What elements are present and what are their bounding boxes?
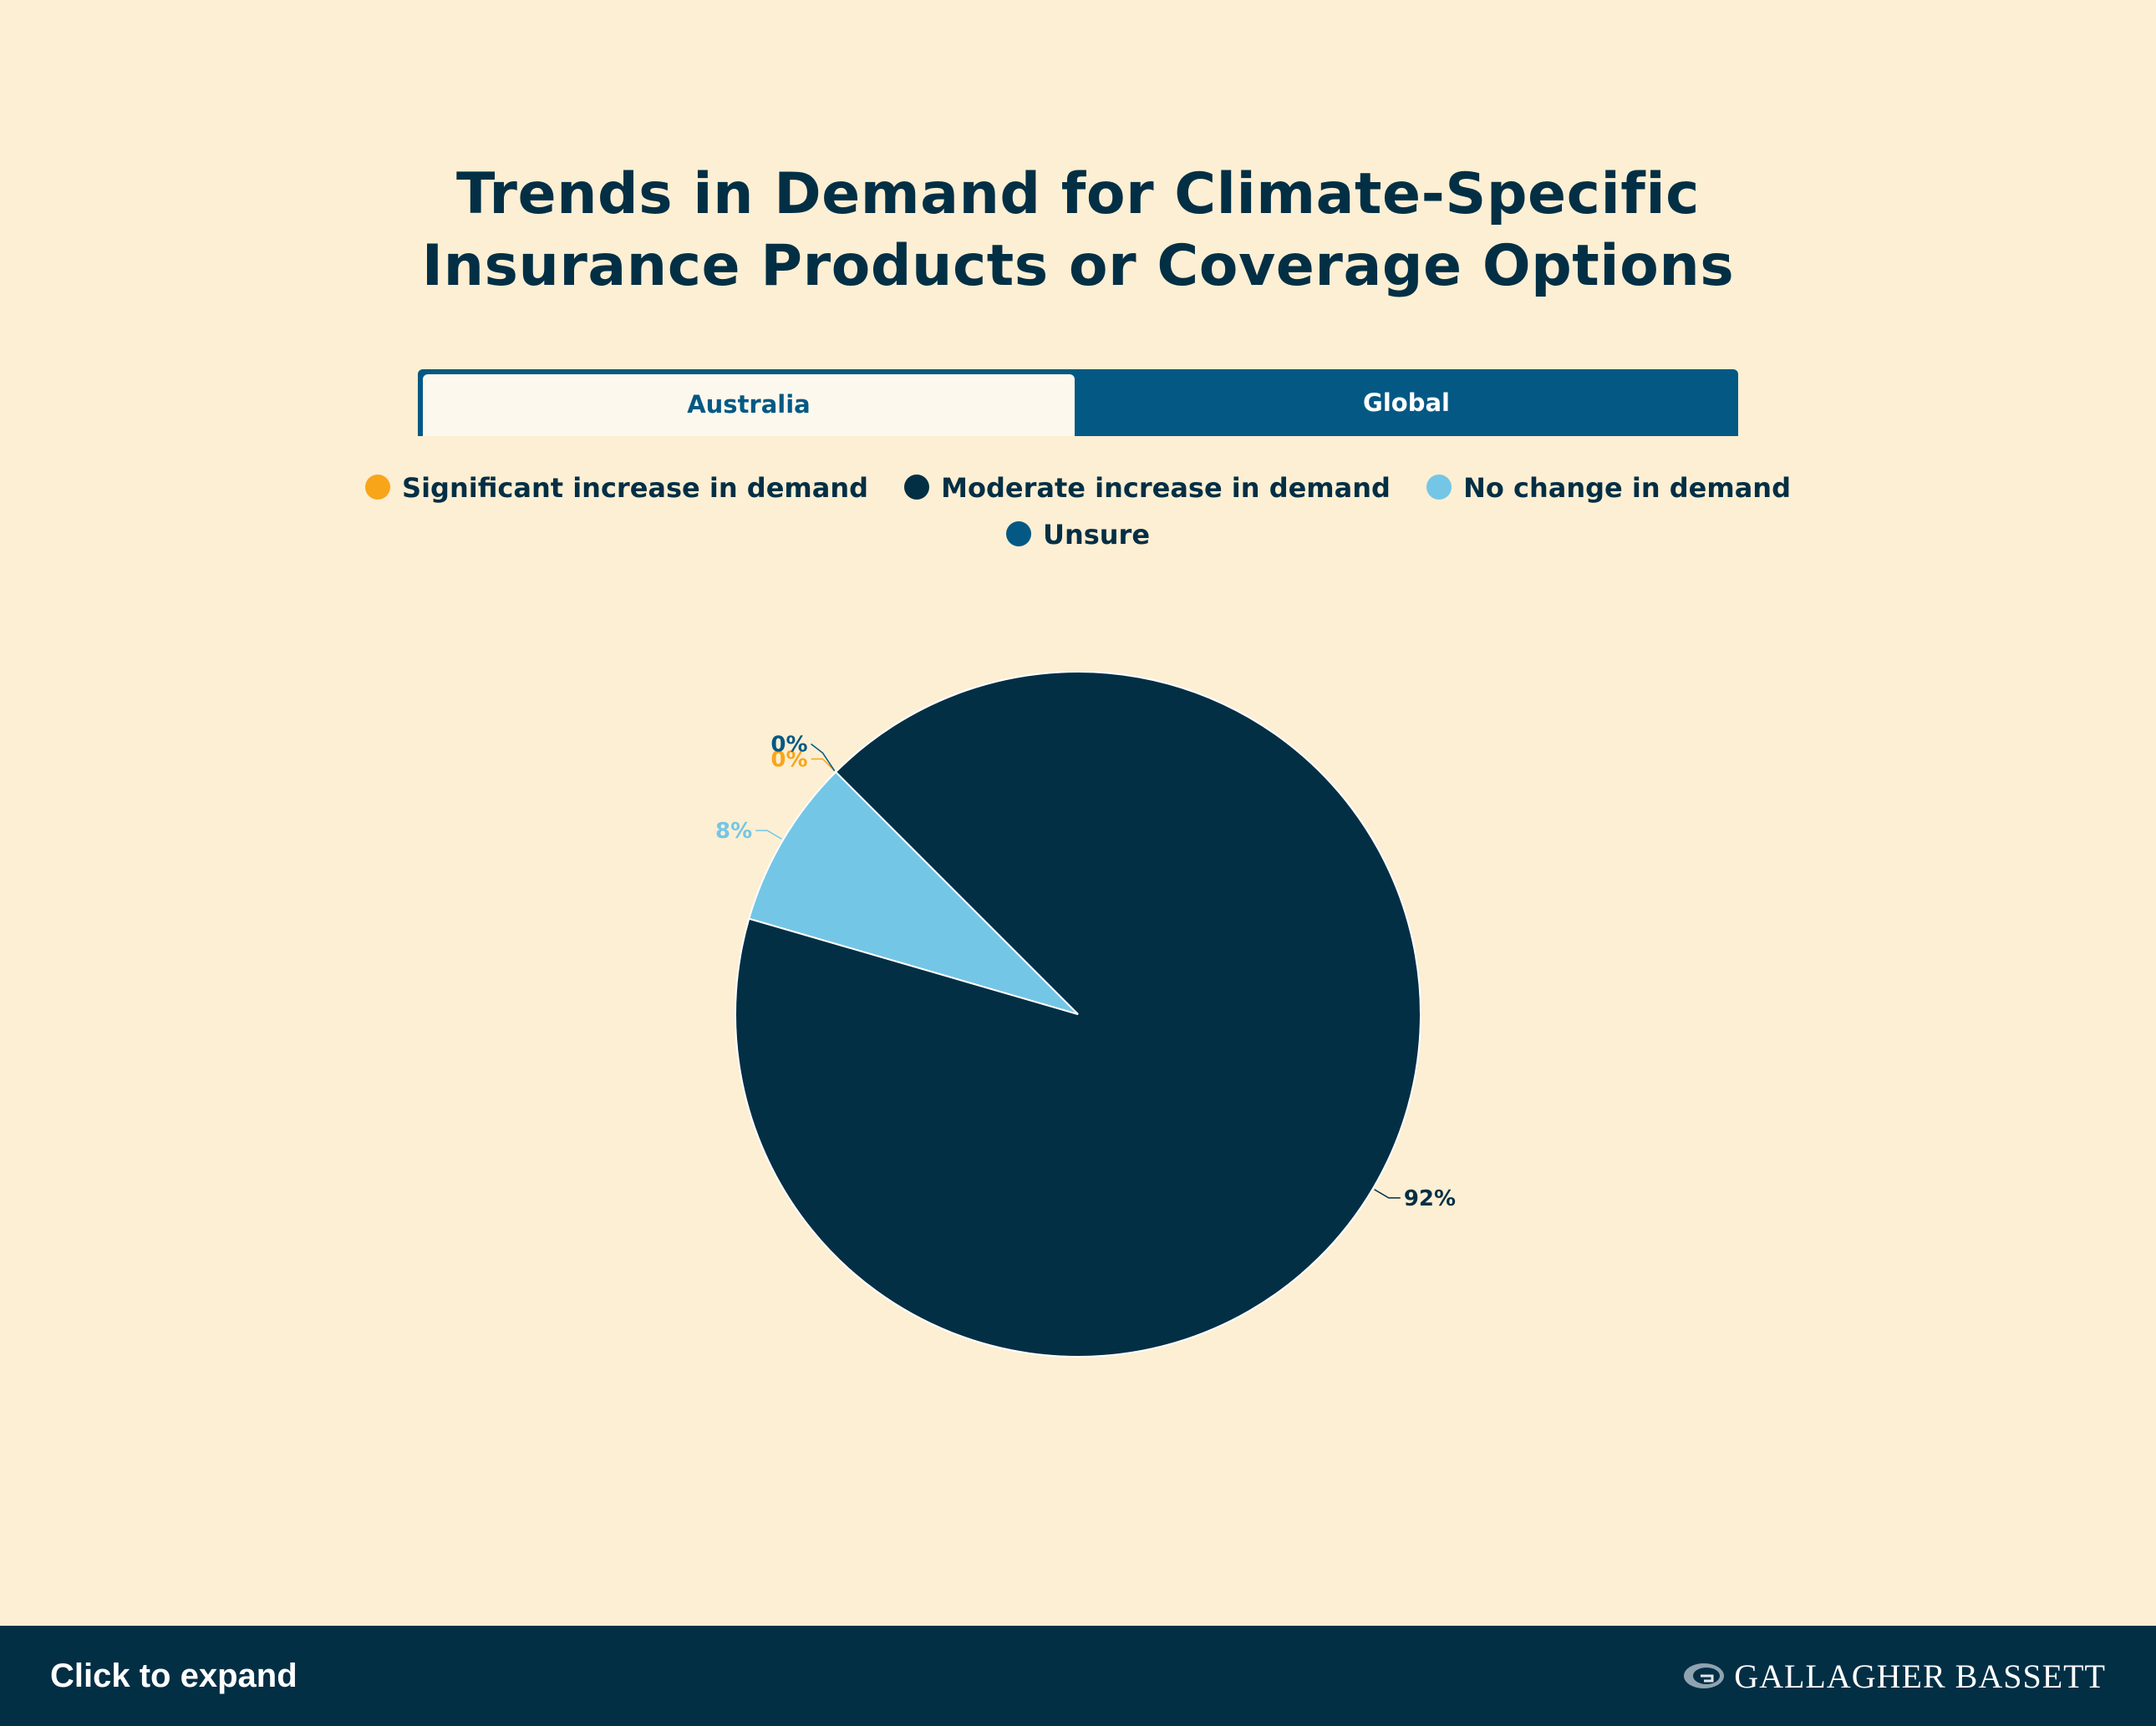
legend-dot-no-change [1426, 475, 1452, 500]
legend-dot-unsure [1005, 521, 1031, 546]
tab-australia[interactable]: Australia [423, 374, 1075, 436]
chart-title: Trends in Demand for Climate-Specific In… [0, 159, 2156, 302]
brand-logo: GALLAGHER BASSETT [1682, 1626, 2106, 1726]
legend-item-significant-increase[interactable]: Significant increase in demand [365, 464, 868, 511]
pie-data-labels: 0% 92% 8% 0% [715, 733, 1456, 1211]
legend-label-significant-increase: Significant increase in demand [402, 472, 869, 504]
legend-row-1: Significant increase in demand Moderate … [0, 464, 2156, 511]
pie-connector-moderate-increase [1374, 1189, 1401, 1199]
legend-item-moderate-increase[interactable]: Moderate increase in demand [904, 464, 1391, 511]
chart-title-line-2: Insurance Products or Coverage Options [421, 233, 1735, 299]
chart-legend: Significant increase in demand Moderate … [0, 464, 2156, 558]
legend-item-no-change[interactable]: No change in demand [1426, 464, 1791, 511]
chart-title-line-1: Trends in Demand for Climate-Specific [456, 161, 1700, 227]
pie-slice-no-change[interactable] [748, 770, 1079, 1015]
legend-label-no-change: No change in demand [1463, 472, 1791, 504]
pie-label-moderate-increase: 92% [1404, 1186, 1456, 1211]
brand-name: GALLAGHER BASSETT [1734, 1657, 2106, 1695]
brand-swoosh-icon [1684, 1663, 1725, 1688]
pie-label-unsure: 0% [770, 733, 807, 758]
legend-item-unsure[interactable]: Unsure [1005, 511, 1151, 558]
expand-button[interactable]: Click to expand [50, 1657, 297, 1694]
pie-label-significant-increase: 0% [770, 748, 807, 773]
legend-row-2: Unsure [0, 511, 2156, 558]
pie-connector-no-change [755, 830, 782, 840]
pie-slices [735, 671, 1421, 1358]
pie-chart: 0% 92% 8% 0% [715, 671, 1456, 1358]
pie-connector-significant-increase [811, 758, 836, 772]
legend-dot-significant-increase [365, 475, 391, 500]
legend-dot-moderate-increase [904, 475, 930, 500]
footer-bar: Click to expand GALLAGHER BASSETT [0, 1626, 2156, 1726]
legend-label-moderate-increase: Moderate increase in demand [941, 472, 1391, 504]
legend-label-unsure: Unsure [1042, 519, 1151, 551]
pie-label-no-change: 8% [715, 819, 752, 844]
region-tabs: Australia Global [418, 369, 1738, 436]
tab-global[interactable]: Global [1363, 388, 1450, 417]
pie-connector-unsure [811, 743, 836, 772]
